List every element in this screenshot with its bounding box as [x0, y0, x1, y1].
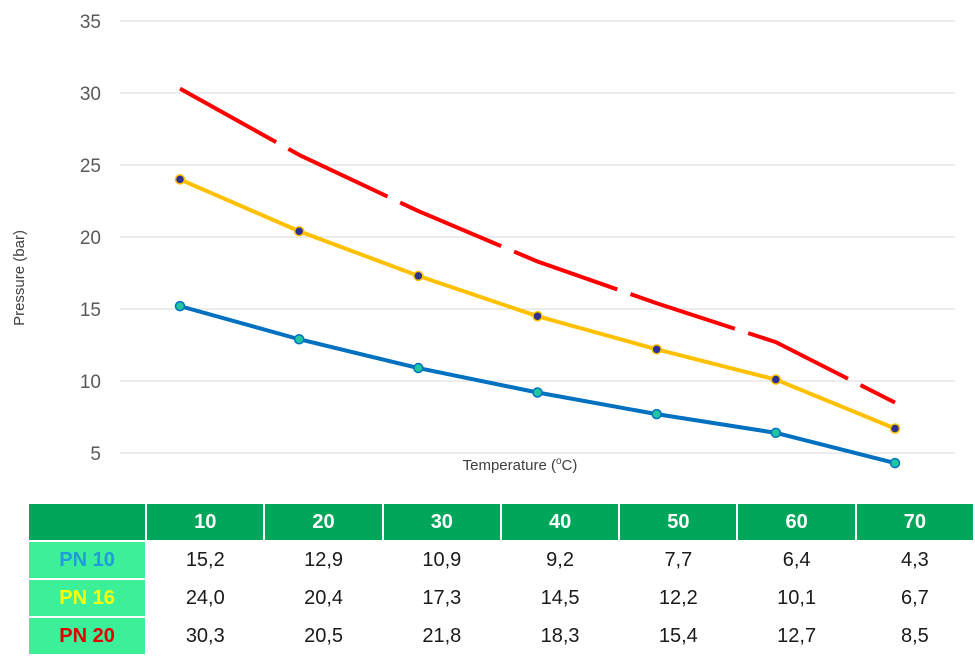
table-cell: 6,4 [738, 542, 855, 578]
table-cell: 12,2 [620, 580, 737, 616]
x-axis-title: Temperature (oC) [430, 456, 610, 474]
series-markers [174, 174, 901, 469]
data-point [413, 362, 424, 374]
table-header-cell: 30 [383, 504, 500, 540]
table-cell: 20,5 [265, 618, 382, 654]
table-corner-cell [29, 504, 146, 540]
series-row-label: PN 10 [29, 542, 146, 578]
table-cell: 15,2 [147, 542, 264, 578]
gridlines [120, 20, 955, 454]
data-point [293, 333, 305, 345]
table-cell: 30,3 [147, 618, 264, 654]
y-tick-label: 25 [80, 156, 101, 177]
y-axis-tick-labels: 35 30 25 20 15 10 5 [80, 12, 101, 465]
y-tick-label: 20 [80, 228, 101, 249]
table-cell: 9,2 [501, 542, 619, 578]
y-tick-label: 10 [80, 372, 101, 393]
table-cell: 7,7 [620, 542, 737, 578]
table-cell: 17,3 [383, 580, 500, 616]
series-row-label: PN 20 [29, 618, 146, 654]
table-cell: 4,3 [856, 542, 973, 578]
y-tick-label: 5 [90, 444, 101, 465]
data-point [770, 374, 782, 385]
table-header-cell: 60 [738, 504, 855, 540]
data-point [413, 270, 424, 282]
table-header-cell: 20 [265, 504, 382, 540]
table-header-cell: 40 [501, 504, 619, 540]
table-row: PN 10 15,2 12,9 10,9 9,2 7,7 6,4 4,3 [29, 542, 973, 578]
series-line-pn-20 [179, 86, 896, 405]
x-axis-title-superscript: o [555, 456, 562, 467]
table-cell: 20,4 [265, 580, 382, 616]
table-header-cell: 50 [620, 504, 737, 540]
y-tick-label: 15 [80, 300, 101, 321]
table-cell: 8,5 [856, 618, 973, 654]
x-axis-title-prefix: Temperature ( [462, 457, 556, 474]
table-cell: 10,1 [738, 580, 855, 616]
data-point [651, 344, 662, 355]
table-cell: 15,4 [620, 618, 737, 654]
y-tick-label: 35 [80, 12, 101, 33]
y-tick-label: 30 [80, 84, 101, 105]
table-cell: 24,0 [147, 580, 264, 616]
data-point [293, 225, 305, 237]
table-cell: 10,9 [383, 542, 500, 578]
table-cell: 12,7 [738, 618, 855, 654]
x-axis-title-suffix: C) [561, 457, 578, 474]
data-point [651, 408, 662, 420]
line-chart: 35 30 25 20 15 10 5 Pressure (bar) [11, 12, 955, 469]
table-header-row: 10 20 30 40 50 60 70 [29, 504, 973, 540]
data-table: 10 20 30 40 50 60 70 PN 10 15,2 12,9 10,9 9,2 7,7 6,… [27, 502, 975, 656]
data-point [770, 427, 782, 439]
data-point [889, 457, 901, 469]
table-header-cell: 70 [856, 504, 973, 540]
table-row: PN 16 24,0 20,4 17,3 14,5 12,2 10,1 6,7 [29, 580, 973, 616]
data-point [532, 310, 543, 322]
data-point [532, 387, 543, 398]
table-cell: 18,3 [501, 618, 619, 654]
data-point [174, 174, 186, 185]
table-cell: 14,5 [501, 580, 619, 616]
series-row-label: PN 16 [29, 580, 146, 616]
data-point [889, 423, 901, 434]
table-cell: 21,8 [383, 618, 500, 654]
series-lines [179, 86, 896, 466]
table-row: PN 20 30,3 20,5 21,8 18,3 15,4 12,7 8,5 [29, 618, 973, 654]
y-axis-title: Pressure (bar) [11, 230, 28, 326]
data-point [174, 300, 186, 312]
table-cell: 12,9 [265, 542, 382, 578]
table-header-cell: 10 [147, 504, 264, 540]
table-cell: 6,7 [856, 580, 973, 616]
